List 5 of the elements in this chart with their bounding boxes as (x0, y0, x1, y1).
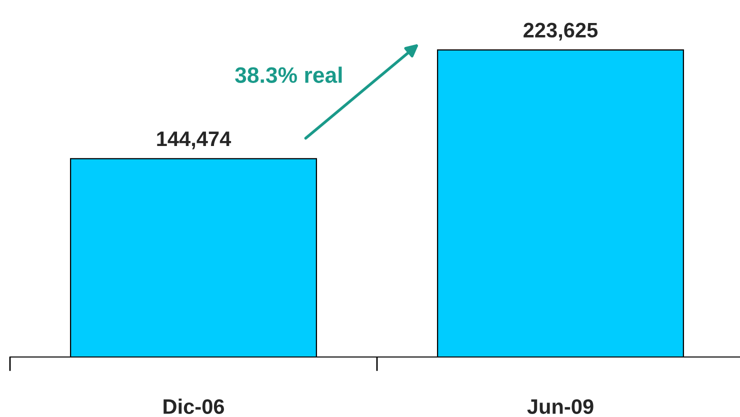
x-tick-label: Dic-06 (164, 398, 224, 414)
x-tick-label: Jun-09 (527, 399, 594, 414)
data-label: 144,474 (157, 132, 232, 150)
annotation: 38.3% real (235, 66, 342, 83)
data-label: 223,625 (524, 22, 598, 41)
